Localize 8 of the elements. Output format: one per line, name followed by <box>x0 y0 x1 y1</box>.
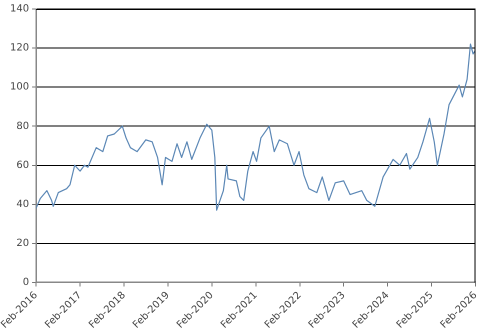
y-tick-label: 120 <box>10 42 30 54</box>
y-tick-label: 60 <box>16 160 30 171</box>
y-tick-label: 100 <box>10 82 30 93</box>
y-tick-label: 40 <box>16 198 30 210</box>
y-tick-label: 140 <box>10 4 30 15</box>
y-tick-label: 20 <box>16 238 30 249</box>
y-tick-label: 0 <box>22 277 30 288</box>
y-tick-label: 80 <box>16 120 30 132</box>
